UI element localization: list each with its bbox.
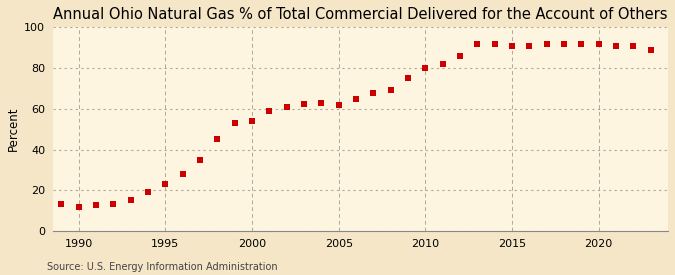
Title: Annual Ohio Natural Gas % of Total Commercial Delivered for the Account of Other: Annual Ohio Natural Gas % of Total Comme… (53, 7, 668, 22)
Text: Source: U.S. Energy Information Administration: Source: U.S. Energy Information Administ… (47, 262, 278, 272)
Y-axis label: Percent: Percent (7, 107, 20, 152)
